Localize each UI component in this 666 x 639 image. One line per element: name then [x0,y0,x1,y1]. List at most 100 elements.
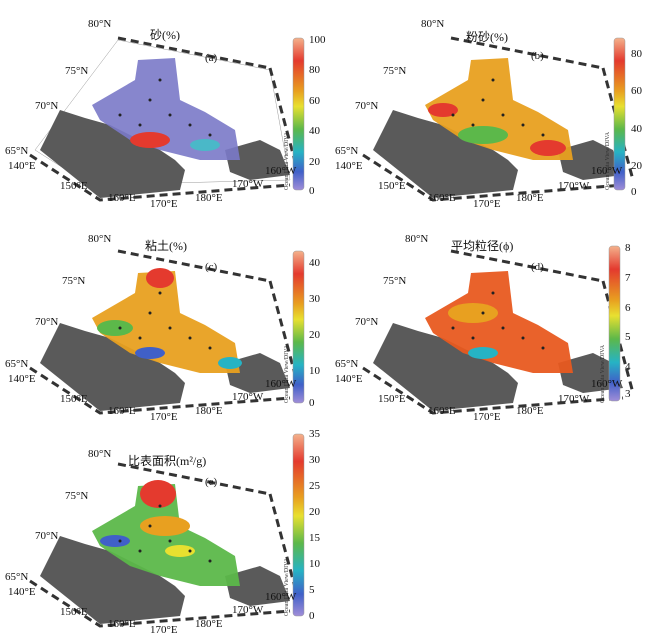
lat-label: 80°N [405,233,429,245]
colorbar-tick: 5 [309,584,315,596]
panel-title: 平均粒径(ϕ) [451,239,514,253]
map-panel-c: 粘土(%) (c) 40 30 20 10 0 80°N 75°N 70°N 6… [0,213,333,426]
lon-label: 150°E [378,180,406,192]
colorbar-tick: 0 [309,610,315,622]
software-credit: Ocean Data View/DIVA [284,344,290,403]
lat-label: 80°N [88,448,112,460]
colorbar-tick: 8 [625,242,631,254]
lon-label: 170°E [473,198,501,210]
lon-label: 160°E [108,405,136,417]
colorbar-tick: 5 [625,331,631,343]
lat-label: 65°N [5,145,29,157]
panel-title: 粉砂(%) [466,30,508,44]
panel-letter: (e) [205,476,218,488]
colorbar-tick: 15 [309,532,320,544]
lon-label: 140°E [8,373,36,385]
lon-label: 160°E [428,192,456,204]
lon-label: 170°W [232,604,264,616]
lon-label: 160°W [591,378,623,390]
lon-label: 160°E [108,618,136,630]
colorbar-tick: 35 [309,428,320,440]
software-credit: Ocean Data View/DIVA [605,131,611,190]
colorbar-tick: 7 [625,272,631,284]
map-plot-d [362,245,635,415]
colorbar-tick: 100 [309,34,326,46]
lon-label: 140°E [335,160,363,172]
lon-label: 160°W [265,165,297,177]
lat-label: 65°N [5,358,29,370]
colorbar-tick: 4 [625,361,631,373]
lon-label: 160°E [428,405,456,417]
panel-letter: (d) [531,261,544,273]
lon-label: 170°E [473,411,501,423]
lat-label: 75°N [65,65,89,77]
software-credit: Ocean Data View/DIVA [284,557,290,616]
lat-label: 65°N [5,571,29,583]
colorbar-tick: 25 [309,480,320,492]
lon-label: 180°E [516,192,544,204]
panel-letter: (c) [205,261,218,273]
lon-label: 160°E [108,192,136,204]
colorbar-tick: 10 [309,558,320,570]
map-plot-b [362,36,635,202]
colorbar-tick: 6 [625,302,631,314]
lon-label: 180°E [516,405,544,417]
colorbar-tick: 0 [631,186,637,198]
colorbar-tick: 80 [631,48,642,60]
lat-label: 80°N [88,233,112,245]
colorbar-tick: 0 [309,397,315,409]
lon-label: 160°W [265,378,297,390]
lon-label: 150°E [378,393,406,405]
lat-label: 70°N [35,530,59,542]
map-plot-c [29,249,305,415]
colorbar-tick: 20 [631,160,642,172]
lat-label: 75°N [62,275,86,287]
colorbar-tick: 20 [309,506,320,518]
lon-label: 170°W [232,178,264,190]
lon-label: 150°E [60,606,88,618]
colorbar-tick: 80 [309,64,320,76]
lon-label: 170°E [150,624,178,636]
lon-label: 140°E [335,373,363,385]
lat-label: 65°N [335,145,359,157]
colorbar-tick: 3 [625,388,631,400]
lon-label: 170°E [150,411,178,423]
map-panel-d: 平均粒径(ϕ) (d) 8 7 6 5 4 3 80°N 75°N 70°N 6… [333,213,666,426]
colorbar-tick: 20 [309,329,320,341]
lon-label: 180°E [195,192,223,204]
lat-label: 80°N [88,18,112,30]
lat-label: 75°N [65,490,89,502]
lat-label: 70°N [355,100,379,112]
colorbar-tick: 40 [309,257,320,269]
map-panel-e: 比表面积(m²/g) (e) 35 30 25 20 15 10 5 0 80°… [0,426,333,639]
lon-label: 170°W [232,391,264,403]
lon-label: 140°E [8,586,36,598]
lat-label: 75°N [383,275,407,287]
map-panel-b: 粉砂(%) (b) 80 60 40 20 0 80°N 75°N 70°N 6… [333,0,666,213]
lat-label: 80°N [421,18,445,30]
lon-label: 180°E [195,405,223,417]
colorbar-tick: 60 [631,85,642,97]
colorbar-tick: 30 [309,293,320,305]
lat-label: 70°N [35,316,59,328]
lon-label: 170°W [558,393,590,405]
colorbar-tick: 20 [309,156,320,168]
colorbar-tick: 60 [309,95,320,107]
lon-label: 170°E [150,198,178,210]
map-plot-e [29,433,305,628]
panel-title: 比表面积(m²/g) [128,454,207,468]
panel-title: 砂(%) [150,28,180,42]
map-panel-a: 砂(%) (a) 100 80 60 40 20 0 80°N 75°N 70°… [0,0,333,213]
lon-label: 150°E [60,393,88,405]
lon-label: 180°E [195,618,223,630]
colorbar-tick: 10 [309,365,320,377]
software-credit: Ocean Data View/DIVA [600,344,606,403]
lon-label: 150°E [60,180,88,192]
colorbar-tick: 40 [631,123,642,135]
lat-label: 70°N [35,100,59,112]
map-plot-a [29,36,305,202]
colorbar-tick: 40 [309,125,320,137]
lon-label: 170°W [558,180,590,192]
lon-label: 160°W [591,165,623,177]
lat-label: 70°N [355,316,379,328]
